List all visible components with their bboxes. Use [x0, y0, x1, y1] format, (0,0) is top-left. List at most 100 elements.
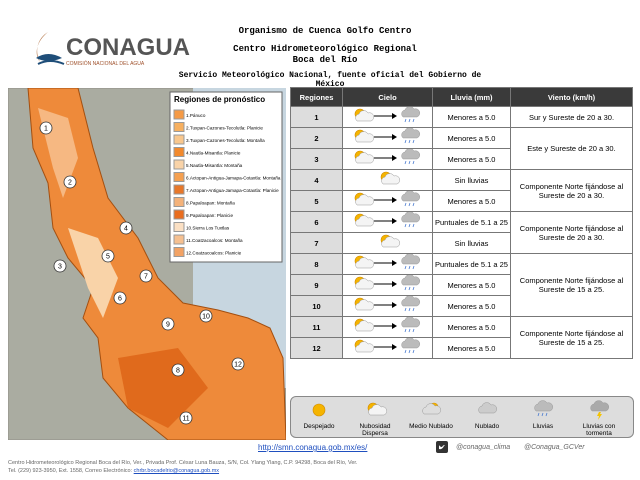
legend-label: 4.Nautla-Misantla: Planicie	[186, 151, 241, 156]
region-marker-label: 2	[68, 180, 72, 187]
rain-drop	[404, 139, 406, 144]
cloud	[478, 402, 498, 414]
twitter-handle: @conagua_clima	[456, 444, 511, 451]
cloud	[400, 274, 420, 286]
region-cell: 2	[290, 127, 343, 149]
twitter-icon	[436, 441, 448, 453]
region-cell: 8	[290, 253, 343, 275]
legend-icon	[590, 400, 610, 420]
region-marker	[39, 121, 53, 135]
region-marker-label: 11	[182, 416, 189, 423]
arrow-head	[391, 134, 397, 140]
legend-icon	[312, 403, 326, 417]
sky-icons	[354, 295, 420, 312]
legend-text: Medio Nublado	[409, 423, 453, 430]
arrow-head	[391, 155, 397, 161]
wind-cell: Sur y Sureste de 20 a 30.	[510, 106, 633, 128]
rain-drop	[404, 286, 406, 291]
sky-cell	[342, 169, 433, 191]
table-row: 4 Sin lluvias Componente Norte fijándose a…	[290, 169, 633, 212]
forecast-table: Regiones Cielo Lluvia (mm) Viento (km/h) 1 M…	[290, 87, 633, 359]
map-legend	[169, 91, 283, 263]
cloud	[354, 131, 374, 143]
region-marker	[161, 317, 175, 331]
region-marker	[53, 259, 67, 273]
twitter-handle: @Conagua_GCVer	[524, 444, 585, 451]
cloud	[380, 173, 400, 185]
cloud	[400, 253, 420, 265]
sky-icons	[354, 106, 420, 123]
cloud	[354, 320, 374, 332]
sky-icons	[354, 337, 420, 354]
legend-text: Lluvias	[532, 423, 554, 430]
cloud	[400, 316, 420, 328]
region-marker	[63, 175, 77, 189]
legend-swatch	[173, 209, 185, 220]
cloud	[400, 106, 420, 118]
address: Centro Hidrometeorológico Regional Boca …	[8, 460, 358, 466]
legend-label: 6.Actopan-Antigua-Jamapa-Cotaxtla: Monta…	[186, 176, 281, 181]
rain-drop	[404, 118, 406, 123]
legend-swatch	[173, 222, 185, 232]
legend-icon	[478, 402, 498, 414]
rain-cell: Menores a 5.0	[432, 337, 511, 359]
legend-label: 8.Papaloapan: Montaña	[186, 201, 235, 206]
rain-drop	[408, 223, 410, 228]
logo-mark	[36, 32, 65, 65]
rain-drop	[537, 412, 540, 417]
rain-cell: Sin lluvias	[432, 169, 511, 191]
region-cell: 4	[290, 169, 343, 191]
legend-label: 12.Coatzacoalcos: Planicie	[186, 251, 242, 256]
arrow-head	[391, 197, 397, 203]
rain-drop	[404, 349, 406, 354]
arrow-head	[391, 113, 397, 119]
legend-text: Lluvias con tormenta	[582, 423, 616, 437]
arrow-head	[391, 260, 397, 266]
rain-drop	[408, 265, 410, 270]
rain-drop	[408, 202, 410, 207]
sky-cell	[342, 211, 433, 233]
rain-cell: Menores a 5.0	[432, 316, 511, 338]
cloud	[400, 190, 420, 202]
legend-label: 7.Actopan-Antigua-Jamapa-Cotaxtla: Plani…	[186, 188, 279, 193]
cloud	[354, 110, 374, 122]
legend-icon	[367, 402, 387, 416]
sky-icons	[354, 253, 420, 270]
sky-icons	[354, 316, 420, 333]
legend-label: 2.Tuxpan-Cazones-Tecolutla: Planicie	[186, 126, 263, 131]
rain-cell: Menores a 5.0	[432, 127, 511, 149]
header-line: Servicio Meteorológico Nacional, fuente …	[178, 71, 482, 89]
wind-cell: Este y Sureste de 20 a 30.	[510, 127, 633, 170]
arrow-head	[391, 323, 397, 329]
url-link[interactable]: http://smn.conagua.gob.mx/es/	[258, 443, 368, 452]
header-line: Boca del Río	[292, 55, 358, 65]
cloud	[400, 337, 420, 349]
cloud	[354, 194, 374, 206]
sky-cell	[342, 337, 433, 359]
sky-icons	[380, 171, 400, 185]
region-cell: 5	[290, 190, 343, 212]
legend-text: Nublado	[474, 423, 500, 430]
region-marker-label: 7	[144, 274, 148, 281]
sky-cell	[342, 127, 433, 149]
region-marker-label: 4	[124, 226, 128, 233]
rain-drop	[412, 265, 414, 270]
table-row: 8 Puntuales de 5.1 a 25 Componente Norte f…	[290, 253, 633, 317]
rain-drop	[404, 307, 406, 312]
arrow-head	[391, 302, 397, 308]
legend-swatch	[173, 159, 185, 170]
rain-drop	[408, 118, 410, 123]
arrow-head	[391, 344, 397, 350]
rain-drop	[404, 202, 406, 207]
legend-icon	[422, 402, 442, 415]
sky-cell	[342, 253, 433, 275]
cloud	[590, 400, 610, 412]
wind-cell: Componente Norte fijándose al Sureste de…	[510, 169, 633, 212]
header-line: Organismo de Cuenca Golfo Centro	[238, 26, 412, 36]
table-row: 12 Menores a 5.0	[290, 337, 633, 359]
region-cell: 11	[290, 316, 343, 338]
rain-cell: Menores a 5.0	[432, 106, 511, 128]
sun	[312, 403, 326, 417]
cloud	[354, 278, 374, 290]
